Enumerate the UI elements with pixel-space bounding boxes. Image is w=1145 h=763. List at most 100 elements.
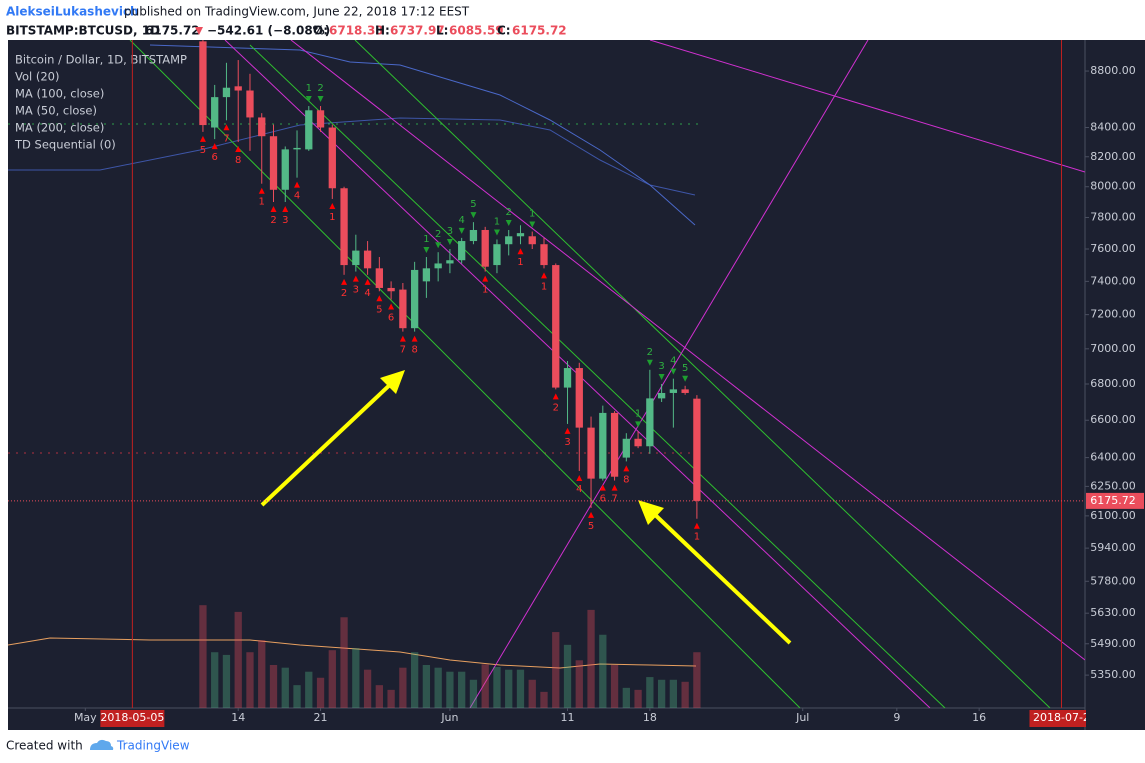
candle-body [352,250,360,266]
td-buy-count: 8 [623,474,629,485]
candle-body [387,287,395,292]
td-buy-count: 5 [200,145,206,156]
td-buy-count: 3 [353,285,359,296]
td-buy-count: 1 [517,257,523,268]
td-sell-count: 1 [423,234,429,245]
td-buy-arrow [399,335,406,342]
trend-line [129,40,801,708]
arrow [260,370,792,645]
volume-bar [528,679,536,708]
candle-body [316,110,325,128]
td-buy-arrow [294,181,301,188]
td-sell-arrow [493,229,500,236]
ma-line [8,117,696,196]
td-buy-count: 5 [376,304,382,315]
y-tick-label: 7200.00 [1090,308,1136,321]
volume-bar [669,679,678,708]
td-buy-arrow [211,143,218,150]
last-price: 6175.72 [145,24,200,38]
tradingview-brand[interactable]: TradingView [116,739,190,753]
volume-bar [681,681,689,708]
volume-bar [375,685,383,708]
candle-body [505,236,513,245]
candle-body [434,263,442,269]
td-sell-count: 4 [670,356,676,367]
volume-bar [399,667,407,708]
x-tick-label: Jul [795,711,809,724]
candle-body [646,398,654,447]
candle-body [563,368,572,388]
td-sell-arrow [423,247,430,254]
candle-body [422,268,431,282]
open-label: O: [313,24,328,38]
created-with: Created with [6,739,83,753]
td-sell-count: 1 [529,209,535,220]
candle-body [493,244,501,266]
y-tick-label: 6600.00 [1090,413,1136,426]
x-tick-label: 21 [314,711,328,724]
candle-body [516,233,525,237]
volume-ma-line [8,637,697,669]
td-buy-arrow [411,335,418,342]
td-buy-arrow [517,248,524,255]
y-tick-label: 8800.00 [1090,64,1136,77]
td-buy-arrow [611,484,618,491]
td-buy-count: 8 [235,155,241,166]
last-price-label: 6175.72 [1090,494,1136,507]
y-tick-label: 5630.00 [1090,606,1136,619]
td-buy-arrow [341,278,348,285]
low-label: L: [436,24,448,38]
td-buy-count: 3 [282,215,288,226]
volume-bar [693,652,701,708]
candle-body [305,110,313,150]
candle-body [222,87,231,98]
candle-body [469,229,478,242]
change: −542.61 (−8.08%) [207,24,330,38]
volume-bar [387,689,395,708]
volume-bar [281,667,289,708]
volume-bar [410,652,419,708]
footer-bg [0,730,1145,763]
author[interactable]: AlekseiLukashevich [6,5,139,19]
x-tick-label: 16 [972,711,986,724]
volume-bar [646,677,654,708]
td-buy-arrow [552,393,559,400]
td-sell-count: 1 [494,216,500,227]
close-label: C: [497,24,511,38]
candle-body [363,250,372,269]
td-sell-arrow [635,421,642,428]
td-sell-arrow [317,96,324,103]
candle-body [375,268,383,288]
y-tick-label: 5940.00 [1090,541,1136,554]
x-tick-label: 2018-05-05 [100,711,164,724]
y-tick-label: 6800.00 [1090,377,1136,390]
td-buy-count: 7 [223,133,229,144]
volume-bar [211,652,219,708]
volume-bar [657,679,666,708]
td-buy-arrow [541,272,547,279]
candle-body [234,86,242,91]
td-buy-count: 1 [329,212,335,223]
candle-body [246,90,254,118]
td-buy-count: 1 [259,197,265,208]
low-value: 6085.59 [449,24,504,38]
volume-bar [575,660,583,708]
volume-bar [622,687,630,708]
td-buy-count: 7 [400,345,406,356]
y-tick-label: 8000.00 [1090,180,1136,193]
volume-bar [458,671,466,708]
td-buy-arrow [388,303,395,310]
volume-bar [599,634,607,708]
td-sell-arrow [670,368,677,375]
td-sell-count: 2 [506,207,512,218]
volume-bar [234,611,242,708]
header-bg [0,0,1145,40]
legend-item: Bitcoin / Dollar, 1D, BITSTAMP [15,53,187,67]
volume-bar [293,685,301,708]
x-tick-label: 9 [893,711,900,724]
td-buy-arrow [576,474,583,481]
td-buy-count: 1 [482,285,488,296]
legend-item: MA (200, close) [15,121,104,135]
candle-body [199,41,207,126]
candle-body [622,438,630,458]
